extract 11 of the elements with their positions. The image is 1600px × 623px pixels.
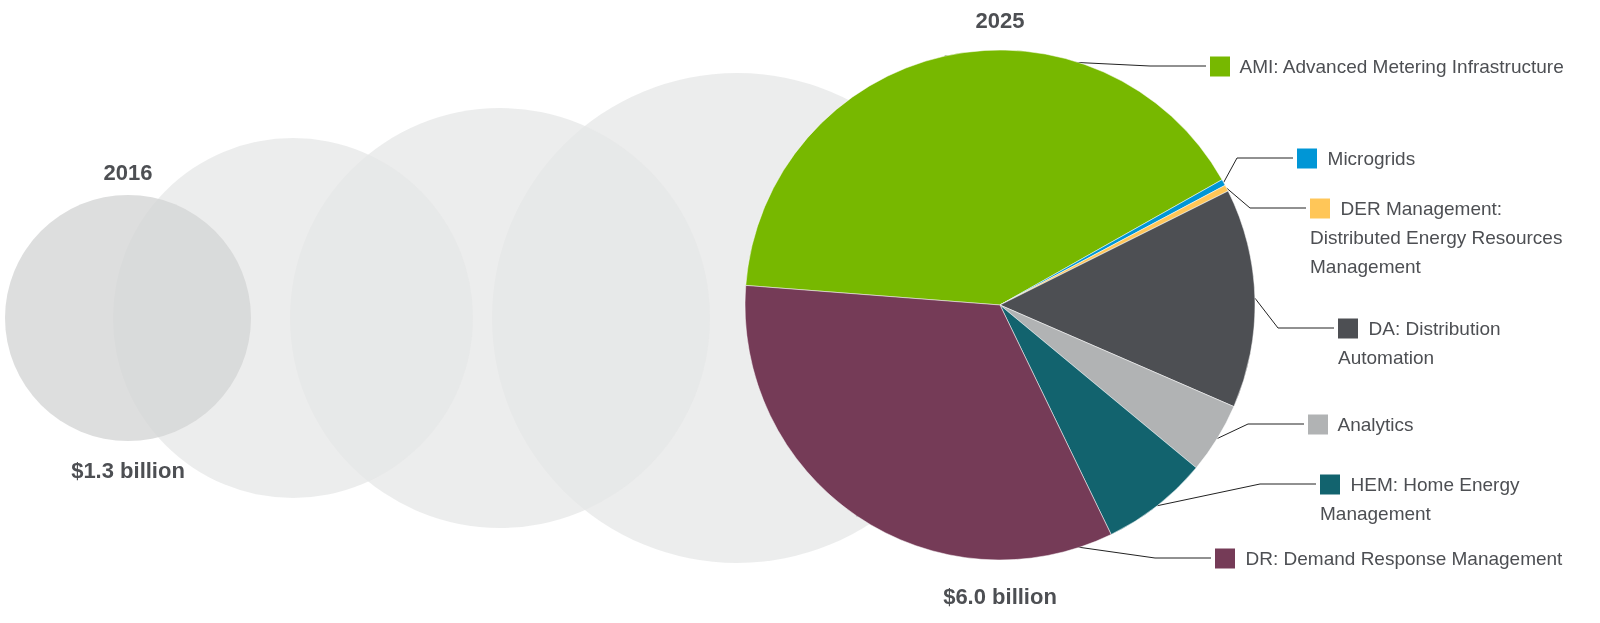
legend-label: DER Management: Distributed Energy Resources Management (1310, 198, 1568, 277)
text: 2025 (975, 8, 1025, 34)
legend-label: DR: Demand Response Management (1235, 548, 1564, 569)
text: 2016 (103, 160, 153, 186)
text: $6.0 billion (943, 584, 1057, 610)
legend-label: Microgrids (1317, 148, 1416, 169)
legend-label: HEM: Home Energy Management (1320, 474, 1525, 524)
legend-label: Analytics (1328, 414, 1414, 435)
legend-label: AMI: Advanced Metering Infrastructure (1230, 56, 1564, 77)
legend-label: DA: Distribution Automation (1338, 318, 1506, 368)
text: $1.3 billion (71, 458, 185, 484)
